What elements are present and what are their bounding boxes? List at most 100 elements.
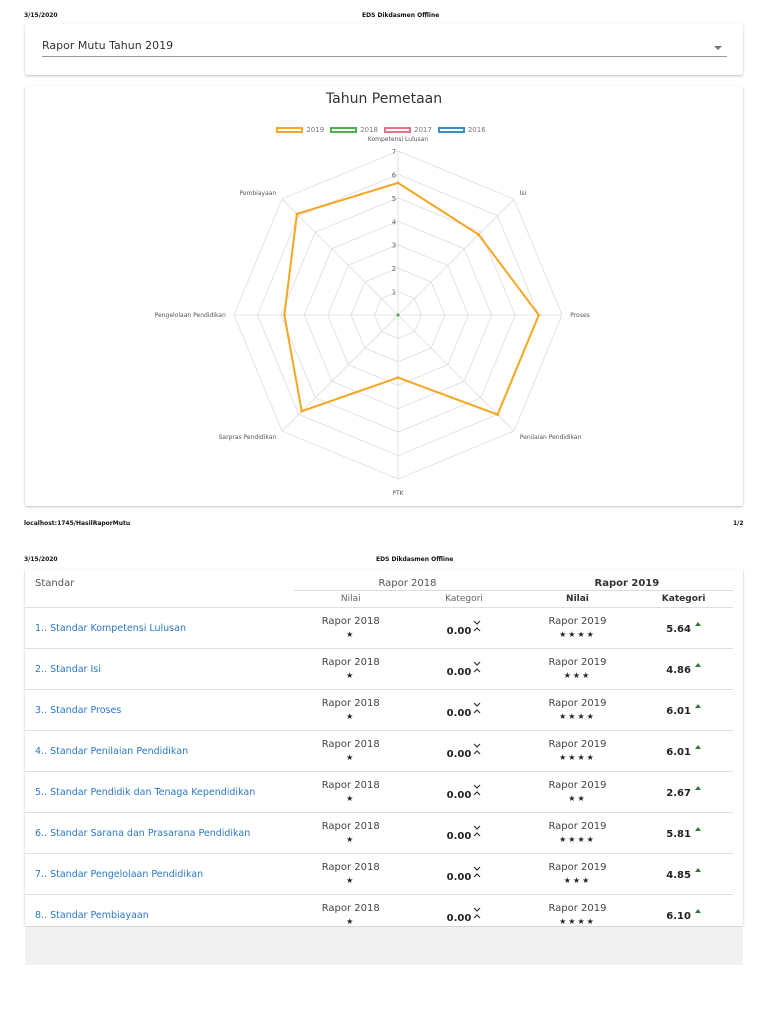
chevron-expand-icon bbox=[473, 620, 481, 631]
kategori-2018-cell: 0.00 bbox=[407, 607, 521, 649]
star-rating-2019: ★★ bbox=[568, 794, 587, 803]
kategori-2018-cell: 0.00 bbox=[407, 730, 521, 772]
legend-label: 2018 bbox=[360, 126, 378, 134]
rapor-2019-label: Rapor 2019 bbox=[548, 616, 607, 627]
standar-link[interactable]: 1.. Standar Kompetensi Lulusan bbox=[25, 607, 295, 649]
star-rating-2018: ★ bbox=[346, 712, 356, 721]
star-rating-2018: ★ bbox=[346, 671, 356, 680]
rapor-select-card: Rapor Mutu Tahun 2019 bbox=[25, 24, 743, 75]
page1-footer-url: localhost:1745/HasilRaporMutu bbox=[24, 520, 131, 527]
standar-link[interactable]: 4.. Standar Penilaian Pendidikan bbox=[25, 730, 295, 772]
kategori-2019-value: 4.85 bbox=[666, 869, 691, 881]
page1-footer-page: 1/2 bbox=[733, 520, 744, 527]
rapor-2019-label: Rapor 2019 bbox=[548, 862, 607, 873]
kategori-2018-value: 0.00 bbox=[446, 625, 472, 637]
kategori-2019-value: 5.64 bbox=[666, 623, 691, 635]
kategori-2019-value: 6.01 bbox=[666, 705, 691, 717]
table-row: 2.. Standar Isi Rapor 2018 ★ 0.00 Rapor 2019… bbox=[25, 648, 733, 690]
star-rating-2018: ★ bbox=[346, 630, 356, 639]
radar-tick-label: 5 bbox=[392, 195, 396, 203]
legend-item-2016[interactable]: 2016 bbox=[437, 126, 486, 134]
standar-link[interactable]: 7.. Standar Pengelolaan Pendidikan bbox=[25, 853, 295, 895]
radar-point bbox=[295, 212, 299, 216]
rapor-year-select[interactable]: Rapor Mutu Tahun 2019 bbox=[42, 39, 174, 52]
page2-header-date: 3/15/2020 bbox=[24, 556, 58, 563]
radar-point bbox=[396, 313, 400, 317]
rapor-2019-cell: Rapor 2019 ★★★★ bbox=[520, 730, 635, 772]
kategori-2018-value: 0.00 bbox=[446, 789, 472, 801]
radar-chart: 1 2 3 4 5 6 7 Kompetensi Lulusan Isi Proses Penila… bbox=[155, 136, 590, 497]
legend-label: 2016 bbox=[467, 126, 486, 134]
rapor-2019-label: Rapor 2019 bbox=[548, 821, 607, 832]
legend-item-2018[interactable]: 2018 bbox=[330, 126, 378, 134]
table-row: 5.. Standar Pendidik dan Tenaga Kependid… bbox=[25, 771, 733, 813]
kategori-2019-cell: 4.85 bbox=[634, 853, 733, 895]
radar-tick-label: 2 bbox=[392, 265, 396, 273]
rapor-2019-cell: Rapor 2019 ★★★★ bbox=[520, 812, 635, 854]
kategori-2018-cell: 0.00 bbox=[407, 853, 521, 895]
standar-link[interactable]: 6.. Standar Sarana dan Prasarana Pendidi… bbox=[25, 812, 295, 854]
legend-swatch bbox=[330, 127, 358, 133]
radar-axis-label: Kompetensi Lulusan bbox=[368, 136, 429, 143]
kategori-2019-value: 6.01 bbox=[666, 746, 691, 758]
star-rating-2019: ★★★★ bbox=[559, 917, 596, 926]
kategori-2019-value: 2.67 bbox=[666, 787, 691, 799]
table-row: 1.. Standar Kompetensi Lulusan Rapor 2018… bbox=[25, 607, 733, 649]
legend-label: 2017 bbox=[414, 126, 432, 134]
kategori-2018-value: 0.00 bbox=[446, 748, 472, 760]
group-2018-header: Rapor 2018 bbox=[378, 578, 437, 589]
radar-point bbox=[496, 413, 499, 416]
kategori-2019-value: 6.10 bbox=[666, 910, 691, 922]
kategori-2019-cell: 4.86 bbox=[634, 648, 733, 690]
legend-item-2019[interactable]: 2019 bbox=[276, 126, 324, 134]
rapor-2018-cell: Rapor 2018 ★ bbox=[294, 689, 408, 731]
chevron-expand-icon bbox=[473, 702, 481, 713]
chart-legend: 2019 2018 2017 2016 bbox=[25, 126, 743, 134]
star-rating-2018: ★ bbox=[346, 835, 356, 844]
chevron-down-icon[interactable] bbox=[714, 46, 722, 50]
rapor-2019-cell: Rapor 2019 ★★★★ bbox=[520, 607, 635, 649]
kategori-2018-cell: 0.00 bbox=[407, 648, 521, 690]
kategori-2018-cell: 0.00 bbox=[407, 812, 521, 854]
standar-link[interactable]: 3.. Standar Proses bbox=[25, 689, 295, 731]
kategori-2018-value: 0.00 bbox=[446, 912, 472, 924]
table-row: 4.. Standar Penilaian Pendidikan Rapor 20… bbox=[25, 730, 733, 772]
select-underline bbox=[42, 56, 727, 57]
col-standar-header: Standar bbox=[25, 577, 295, 608]
group-2019-header: Rapor 2019 bbox=[594, 578, 660, 589]
radar-tick-label: 3 bbox=[392, 242, 396, 250]
radar-axis-label: Pengelolaan Pendidikan bbox=[155, 312, 226, 319]
chevron-expand-icon bbox=[473, 825, 481, 836]
col-nilai-2018: Nilai bbox=[294, 590, 408, 608]
rapor-2019-cell: Rapor 2019 ★★★ bbox=[520, 648, 635, 690]
radar-tick-label: 6 bbox=[392, 171, 397, 179]
chart-title: Tahun Pemetaan bbox=[325, 91, 443, 107]
trend-up-icon bbox=[694, 785, 701, 790]
legend-item-2017[interactable]: 2017 bbox=[384, 126, 432, 134]
rapor-2019-label: Rapor 2019 bbox=[548, 903, 607, 914]
rapor-2018-cell: Rapor 2018 ★ bbox=[294, 812, 408, 854]
chevron-expand-icon bbox=[473, 661, 481, 672]
rapor-2018-label: Rapor 2018 bbox=[321, 862, 380, 873]
col-nilai-2019: Nilai bbox=[520, 590, 635, 608]
rapor-2018-label: Rapor 2018 bbox=[321, 616, 380, 627]
radar-axis-label: PTK bbox=[392, 490, 404, 497]
standar-link[interactable]: 5.. Standar Pendidik dan Tenaga Kependid… bbox=[25, 771, 295, 813]
col-kategori-2018: Kategori bbox=[407, 590, 521, 608]
radar-axis-label: Isi bbox=[520, 190, 527, 197]
star-rating-2019: ★★★★ bbox=[559, 835, 596, 844]
radar-tick-label: 4 bbox=[392, 218, 397, 226]
kategori-2019-cell: 5.64 bbox=[634, 607, 733, 649]
rapor-2018-cell: Rapor 2018 ★ bbox=[294, 771, 408, 813]
star-rating-2018: ★ bbox=[346, 876, 356, 885]
rapor-2019-cell: Rapor 2019 ★★ bbox=[520, 771, 635, 813]
star-rating-2019: ★★★ bbox=[563, 671, 592, 680]
rapor-2018-cell: Rapor 2018 ★ bbox=[294, 730, 408, 772]
chevron-expand-icon bbox=[473, 907, 481, 918]
kategori-2019-cell: 6.01 bbox=[634, 730, 733, 772]
rapor-2019-label: Rapor 2019 bbox=[548, 698, 607, 709]
standar-link[interactable]: 2.. Standar Isi bbox=[25, 648, 295, 690]
star-rating-2019: ★★★★ bbox=[559, 712, 596, 721]
radar-tick-label: 1 bbox=[392, 289, 396, 297]
star-rating-2019: ★★★ bbox=[563, 876, 592, 885]
